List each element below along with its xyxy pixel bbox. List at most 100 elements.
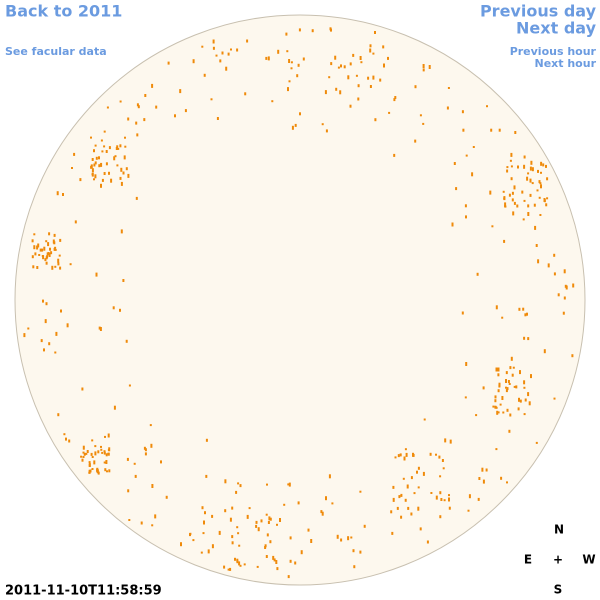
facula [288,482,291,487]
facula [229,567,232,571]
facula [417,506,420,511]
facula [524,313,527,317]
facula [150,443,153,448]
facula [539,214,542,216]
facula [320,510,323,514]
facula [440,498,443,501]
facula [94,451,97,456]
back-link[interactable]: Back to 2011 [5,2,122,21]
facula [299,112,301,116]
facula [504,205,507,208]
facula [443,499,446,502]
facula [120,229,123,234]
facula [98,326,101,330]
facula [122,279,125,282]
facula [495,448,498,451]
facula [539,182,542,185]
facula [508,429,511,433]
previous-hour-link[interactable]: Previous hour [510,45,597,58]
facula [369,48,372,53]
facula [426,540,429,544]
facula [200,551,203,554]
facula [127,173,130,178]
facula [103,450,106,453]
facula [352,53,355,57]
facula [461,110,464,114]
facula [412,453,415,457]
facula [93,163,96,167]
facula [248,507,251,510]
facula [521,190,524,194]
facula [321,123,324,126]
previous-day-link[interactable]: Previous day [480,2,597,21]
facula [255,520,258,524]
facula [336,534,339,539]
facula [88,461,91,464]
facula [103,145,106,148]
compass-center: + [553,553,563,567]
facula [31,239,34,243]
facula [69,263,72,266]
facula [526,176,529,181]
facula [128,519,131,521]
facula [513,385,516,388]
facula [99,327,102,331]
facula [124,136,126,139]
facula [502,411,505,414]
facula [223,565,226,569]
facula [224,479,227,484]
facula [203,73,206,77]
facula [510,152,513,157]
facula [38,254,41,256]
facula [100,162,103,167]
facula [372,75,375,80]
facula [123,155,126,160]
facula [231,535,234,539]
facula [104,435,106,438]
next-day-link[interactable]: Next day [516,19,597,38]
facula [439,515,442,519]
facula [54,265,57,268]
facula [27,327,30,330]
facula [343,65,346,69]
facula [44,319,47,324]
facula [481,467,484,472]
facula [98,156,100,160]
facula [126,457,129,461]
facular-link[interactable]: See facular data [5,45,107,58]
facula [563,269,566,274]
facula [53,241,56,245]
facula [496,410,499,415]
facula [89,469,92,473]
facula [363,524,366,528]
facula [112,306,115,310]
facula [40,339,43,343]
facula [192,59,195,64]
facula [527,337,530,341]
facula [276,567,279,571]
facula [93,178,95,181]
next-hour-link[interactable]: Next hour [535,57,597,70]
facula [435,495,438,500]
facula [522,218,525,221]
facula [410,476,413,480]
facula [100,445,102,448]
facula [283,503,286,506]
facula [335,87,338,91]
facula [167,61,170,65]
facula [201,45,204,48]
facula [511,373,514,377]
facula [104,468,107,472]
facula [179,89,182,94]
facula [265,56,268,60]
facula [545,203,548,207]
facula [491,225,494,228]
facula [489,190,492,195]
facula [62,193,64,196]
facula [46,252,49,256]
facula [266,483,268,486]
facula [267,521,270,524]
facula [490,128,493,132]
facula [367,76,370,80]
